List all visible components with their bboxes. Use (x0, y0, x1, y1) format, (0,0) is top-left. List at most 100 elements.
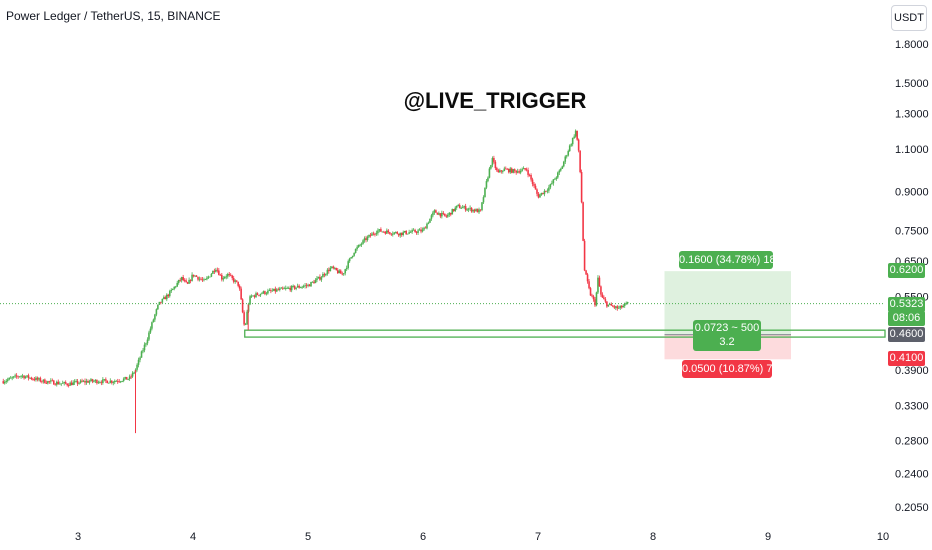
candle-body (53, 380, 55, 385)
candle-body (15, 375, 18, 377)
candle-body (399, 232, 402, 236)
candle-body (389, 232, 391, 234)
candle-body (342, 273, 345, 275)
candle-body (600, 286, 602, 295)
candle-body (366, 236, 369, 240)
candle-body (273, 288, 275, 291)
candle-body (313, 281, 315, 284)
candle-body (14, 375, 16, 377)
candle-body (549, 184, 552, 188)
candle-body (27, 375, 30, 379)
candle-body (515, 170, 517, 173)
candle-body (402, 232, 404, 235)
candle-body (61, 382, 64, 384)
candle-body (102, 379, 104, 383)
candle-body (338, 270, 341, 274)
candle-body (63, 382, 66, 383)
candle-body (525, 169, 528, 171)
candle-body (623, 303, 626, 306)
candle-body (149, 328, 152, 333)
candle-body (88, 381, 91, 383)
candle-body (570, 144, 573, 146)
candle-body (472, 209, 474, 212)
candle-body (381, 231, 384, 233)
candle-body (292, 285, 294, 287)
candle-body (127, 378, 129, 380)
candle-body (490, 165, 492, 169)
candle-body (592, 296, 595, 300)
x-tick-label: 7 (535, 531, 541, 543)
candle-body (317, 276, 320, 279)
position-center-label: 0.0723 ~ 500 3.2 (693, 320, 761, 351)
candle-body (485, 181, 488, 188)
candle-body (177, 279, 180, 283)
candle-body (161, 298, 164, 303)
candle-body (293, 285, 296, 289)
candle-body (609, 304, 611, 305)
candle-body (417, 230, 419, 233)
candle-body (323, 274, 326, 276)
candle-body (278, 288, 281, 291)
candle-body (180, 277, 183, 281)
candle-body (136, 364, 138, 370)
candle-body (406, 233, 409, 235)
candle-body (354, 249, 357, 253)
candle-body (168, 291, 171, 297)
candle-body (449, 212, 452, 215)
candle-body (345, 267, 348, 270)
candle-body (244, 324, 247, 325)
candle-body (176, 282, 179, 287)
candle-body (173, 286, 176, 289)
candle-body (400, 232, 403, 235)
candle-body (603, 297, 605, 300)
candle-body (371, 233, 373, 236)
candle-body (604, 299, 607, 302)
y-tick-label: 0.2800 (895, 436, 929, 448)
candle-body (24, 376, 27, 379)
candle-body (362, 240, 364, 244)
candle-body (232, 278, 235, 282)
candle-body (108, 382, 110, 384)
candle-body (377, 230, 379, 234)
candle-body (372, 233, 375, 235)
symbol-title[interactable]: Power Ledger / TetherUS, 15, BINANCE (6, 9, 221, 23)
candle-body (568, 145, 571, 152)
candle-body (454, 207, 457, 211)
candle-body (8, 377, 10, 380)
candle-body (76, 380, 79, 384)
candle-body (586, 274, 589, 282)
candle-body (339, 270, 342, 274)
candle-body (433, 210, 436, 213)
candle-body (441, 212, 443, 217)
candle-body (216, 269, 219, 271)
candle-body (124, 376, 126, 379)
candle-body (228, 274, 231, 275)
candle-body (165, 294, 168, 300)
candle-body (383, 231, 385, 233)
candle-body (528, 174, 531, 176)
candle-body (5, 380, 8, 382)
candle-body (194, 275, 196, 277)
candle-body (329, 267, 332, 272)
candle-body (222, 278, 225, 280)
y-tick-label: 0.3900 (895, 365, 929, 377)
candle-body (287, 287, 290, 289)
candle-body (174, 286, 177, 288)
candle-body (325, 274, 327, 276)
candle-body (322, 274, 324, 278)
candle-body (423, 227, 425, 230)
candle-body (221, 274, 223, 280)
candle-body (610, 304, 613, 306)
candle-body (482, 197, 485, 203)
candle-body (626, 302, 629, 304)
candle-body (238, 285, 241, 289)
candle-body (582, 202, 584, 241)
candle-body (32, 379, 34, 380)
candle-body (429, 218, 431, 223)
candle-body (119, 381, 122, 383)
candle-body (487, 177, 489, 182)
candle-body (20, 375, 22, 377)
currency-button[interactable]: USDT (891, 5, 927, 31)
candle-body (562, 161, 565, 167)
